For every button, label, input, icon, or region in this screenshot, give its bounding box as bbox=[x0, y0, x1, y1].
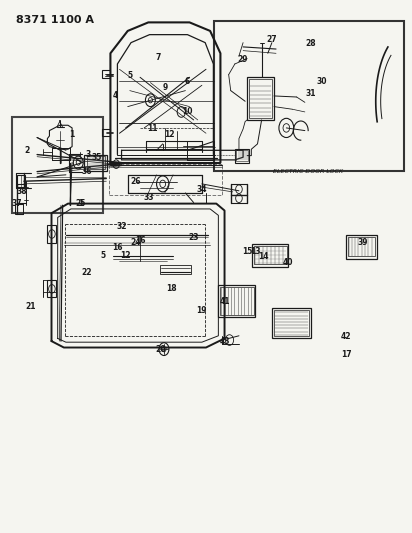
Bar bbox=[346, 235, 377, 259]
Text: 8371 1100 A: 8371 1100 A bbox=[16, 15, 94, 25]
Text: 2: 2 bbox=[24, 146, 29, 155]
Text: 39: 39 bbox=[357, 238, 368, 247]
Bar bbox=[87, 156, 105, 169]
Bar bbox=[102, 129, 110, 136]
Text: 38: 38 bbox=[16, 188, 27, 196]
Bar bbox=[84, 155, 107, 171]
Text: 43: 43 bbox=[219, 337, 230, 345]
Text: 12: 12 bbox=[164, 130, 174, 139]
Text: 10: 10 bbox=[182, 108, 193, 116]
Text: 1: 1 bbox=[70, 130, 75, 139]
Bar bbox=[254, 246, 287, 264]
Text: 16: 16 bbox=[135, 237, 145, 245]
Bar bbox=[214, 21, 404, 171]
Bar bbox=[15, 204, 23, 214]
Text: 12: 12 bbox=[120, 252, 131, 260]
Text: 11: 11 bbox=[147, 125, 158, 133]
Text: 3: 3 bbox=[86, 150, 91, 159]
Bar bbox=[160, 265, 191, 274]
Text: 5: 5 bbox=[127, 71, 132, 80]
Text: 17: 17 bbox=[341, 350, 351, 359]
Text: 1: 1 bbox=[78, 199, 83, 208]
Text: 42: 42 bbox=[341, 333, 351, 341]
Text: 28: 28 bbox=[306, 39, 316, 48]
Bar bbox=[109, 164, 222, 195]
Text: 4: 4 bbox=[113, 92, 118, 100]
Text: 21: 21 bbox=[26, 302, 36, 311]
Bar bbox=[272, 308, 311, 338]
Text: 22: 22 bbox=[81, 269, 92, 277]
Text: 20: 20 bbox=[155, 345, 166, 353]
Text: 33: 33 bbox=[143, 193, 154, 201]
Text: 35: 35 bbox=[91, 153, 102, 161]
Bar bbox=[247, 77, 274, 120]
Bar bbox=[249, 79, 272, 118]
Text: 37: 37 bbox=[11, 199, 22, 208]
Text: 19: 19 bbox=[197, 306, 207, 314]
Text: 31: 31 bbox=[306, 89, 316, 98]
Text: 18: 18 bbox=[166, 285, 176, 293]
Text: 14: 14 bbox=[258, 253, 269, 261]
Text: 29: 29 bbox=[238, 55, 248, 64]
Text: 16: 16 bbox=[112, 244, 123, 252]
Text: 13: 13 bbox=[250, 247, 261, 256]
Text: 27: 27 bbox=[267, 36, 277, 44]
Bar bbox=[220, 287, 254, 315]
Bar bbox=[274, 310, 309, 336]
Bar bbox=[252, 244, 288, 266]
Bar bbox=[12, 117, 103, 213]
Text: 25: 25 bbox=[75, 199, 86, 208]
Bar bbox=[47, 280, 56, 297]
Bar bbox=[218, 285, 255, 317]
Bar bbox=[47, 225, 56, 243]
Text: ELECTRIC DOOR LOCK: ELECTRIC DOOR LOCK bbox=[273, 169, 343, 174]
Text: 36: 36 bbox=[81, 167, 92, 176]
Text: 9: 9 bbox=[162, 84, 167, 92]
Text: 5: 5 bbox=[101, 252, 105, 260]
Text: 23: 23 bbox=[188, 233, 199, 241]
Bar bbox=[348, 237, 375, 256]
Bar bbox=[102, 70, 110, 78]
Text: 24: 24 bbox=[131, 238, 141, 247]
Text: 30: 30 bbox=[316, 77, 327, 85]
Text: 26: 26 bbox=[131, 177, 141, 185]
Bar bbox=[235, 149, 249, 163]
Text: 40: 40 bbox=[283, 258, 294, 266]
Text: 15: 15 bbox=[242, 247, 253, 256]
Bar bbox=[17, 175, 25, 187]
Text: 34: 34 bbox=[197, 185, 207, 193]
Text: 41: 41 bbox=[219, 297, 230, 305]
Text: 6: 6 bbox=[185, 77, 190, 85]
Text: 7: 7 bbox=[156, 53, 162, 62]
Bar bbox=[236, 150, 248, 161]
Text: 32: 32 bbox=[116, 222, 127, 231]
